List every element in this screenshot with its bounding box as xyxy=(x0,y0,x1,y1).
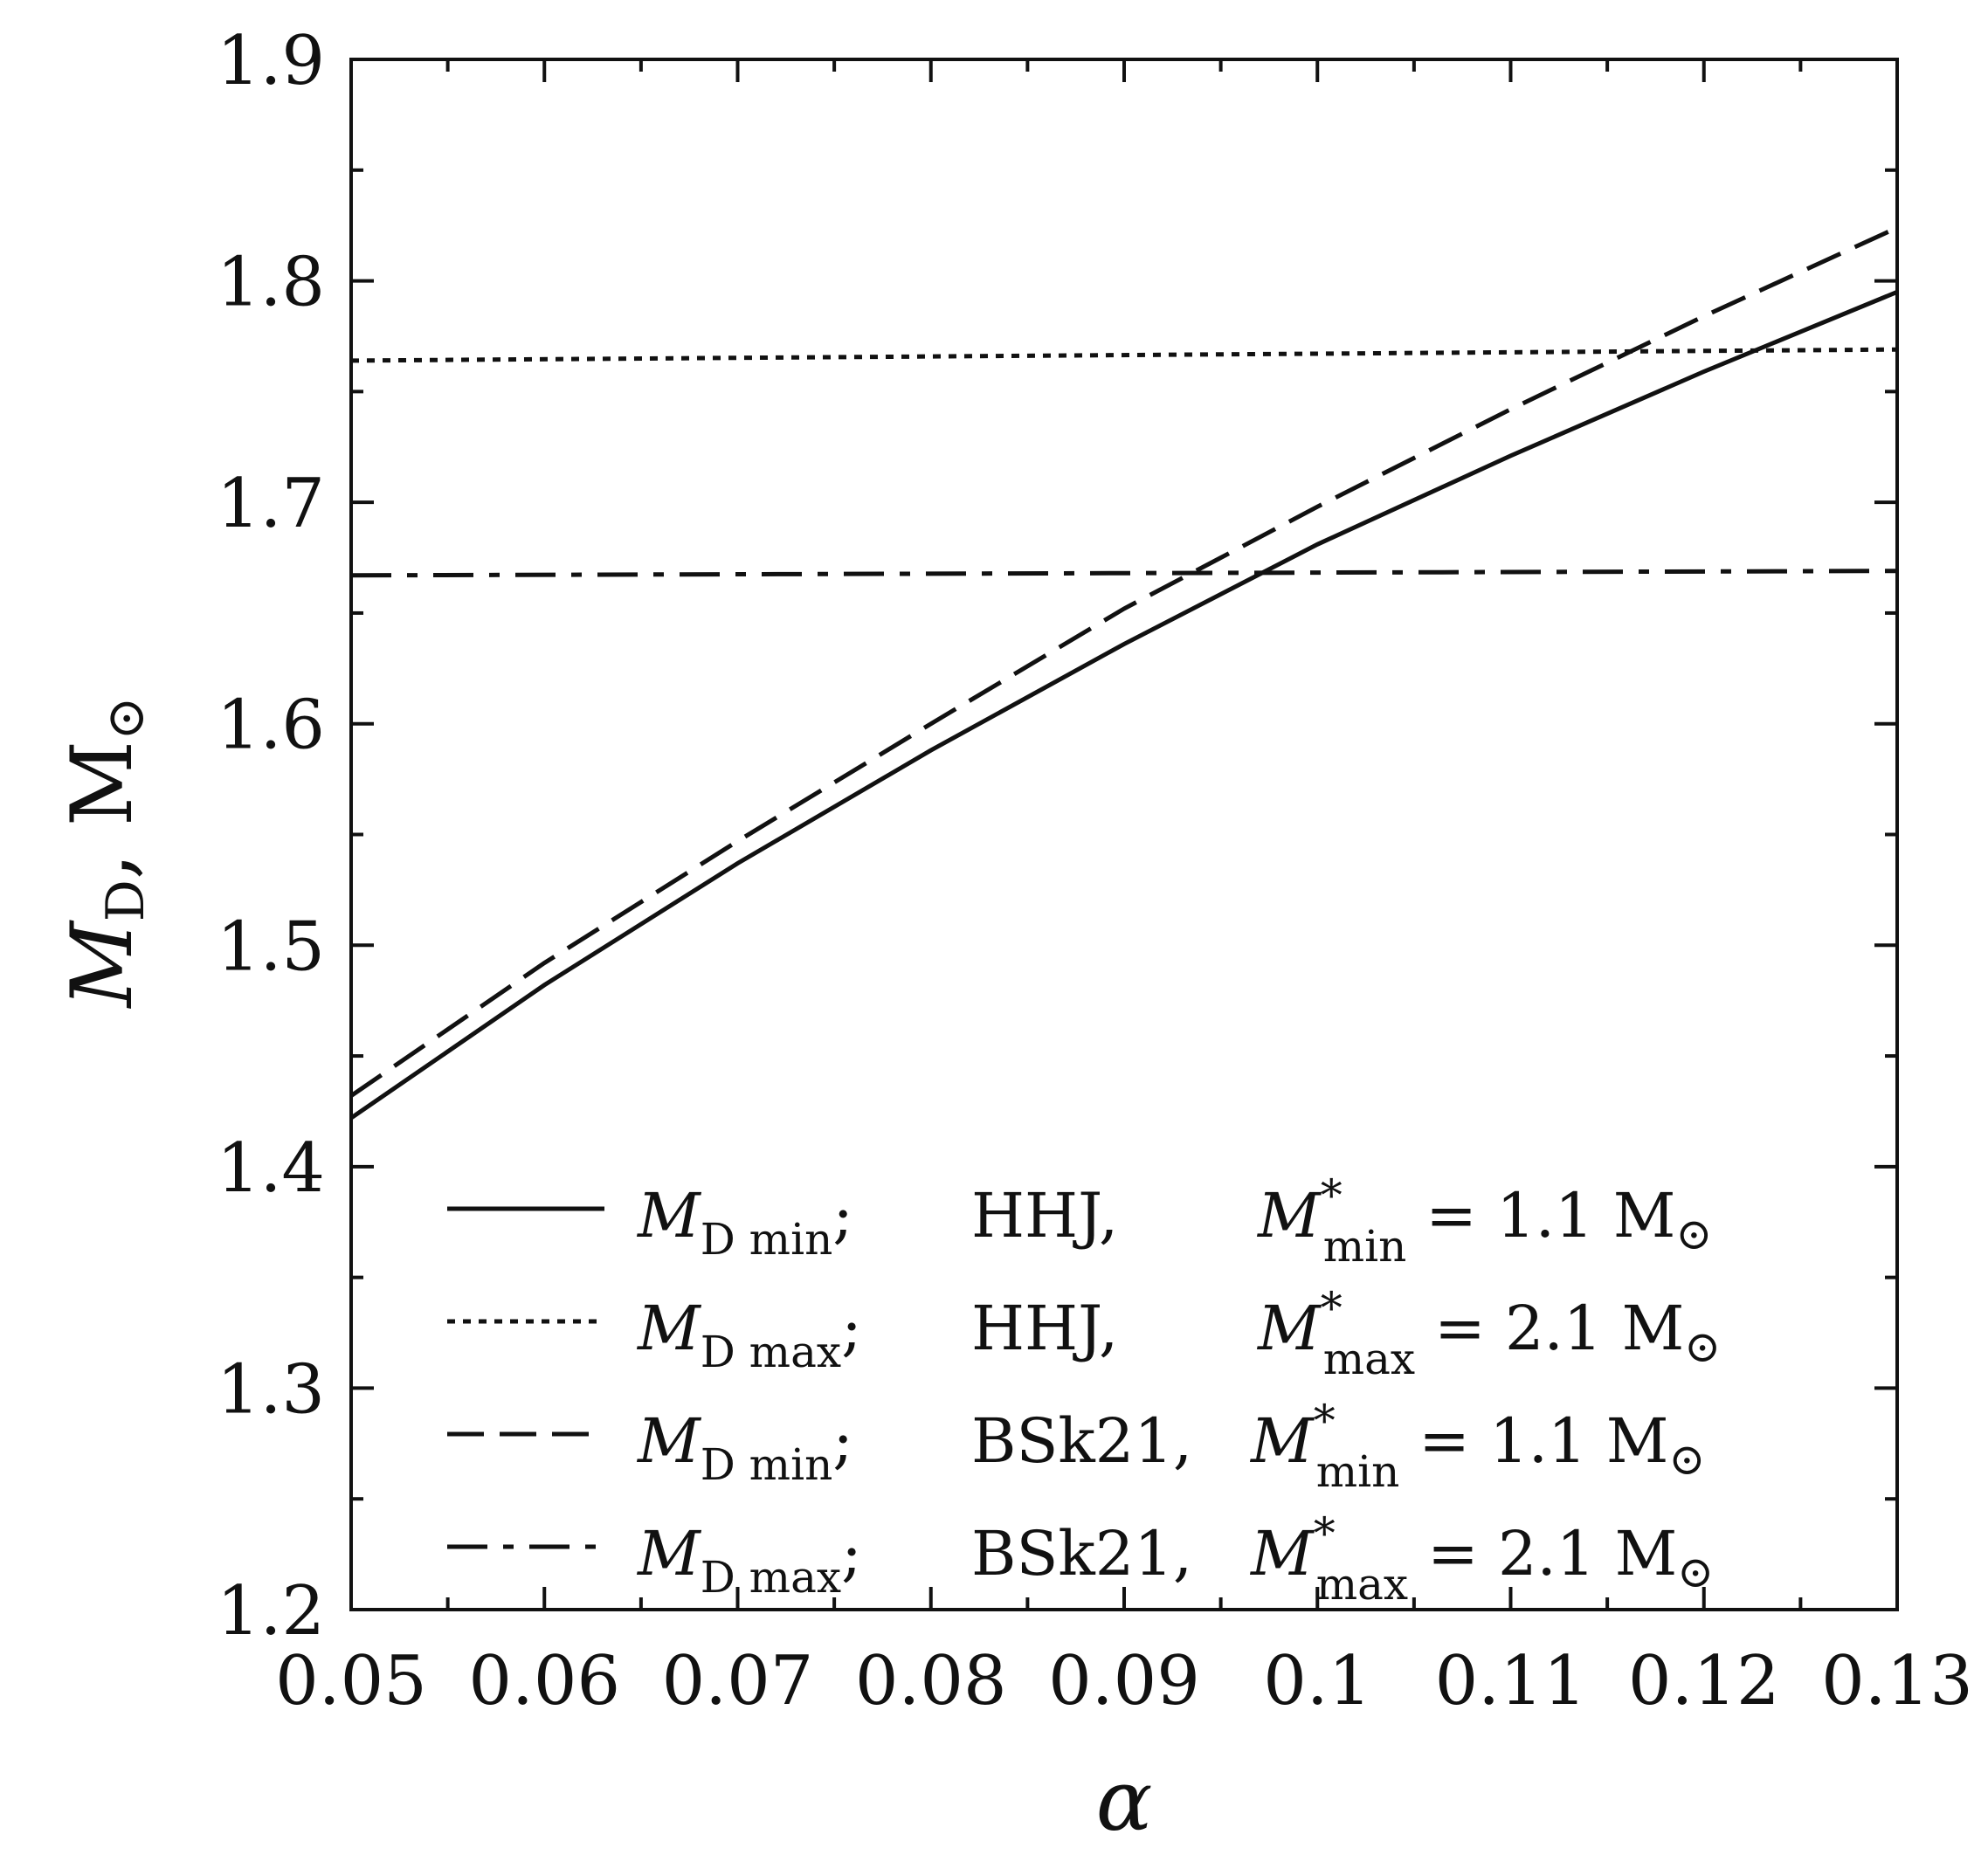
series-line-dashed xyxy=(351,225,1897,1098)
x-tick-label: 0.07 xyxy=(662,1642,814,1721)
x-tick-label: 0.06 xyxy=(468,1642,620,1721)
legend-label-md: MD min; xyxy=(636,1180,853,1265)
legend-label-md: MD min; xyxy=(636,1405,853,1490)
x-tick-labels: 0.05 0.06 0.07 0.08 0.09 0.1 0.11 0.12 0.13 xyxy=(275,1642,1973,1721)
x-tick-label: 0.08 xyxy=(855,1642,1007,1721)
legend-entry: MD min; HHJ, M* min = 1.1 M⊙ xyxy=(447,1170,1712,1272)
y-tick-labels: 1.2 1.3 1.4 1.5 1.6 1.7 1.8 1.9 xyxy=(217,22,325,1651)
legend-label-mstar: M* min = 1.1 M⊙ xyxy=(1249,1396,1705,1497)
y-tick-label: 1.8 xyxy=(217,244,325,322)
legend: MD min; HHJ, M* min = 1.1 M⊙ MD max; HHJ, M* max… xyxy=(447,1170,1721,1610)
x-tick-label: 0.13 xyxy=(1821,1642,1973,1721)
legend-label-model: HHJ, xyxy=(971,1180,1118,1252)
legend-label-model: BSk21, xyxy=(971,1518,1192,1590)
ticks-layer xyxy=(349,58,1899,1611)
y-tick-label: 1.7 xyxy=(217,465,325,543)
series-line-dotted xyxy=(351,347,1897,363)
x-tick-label: 0.11 xyxy=(1435,1642,1587,1721)
y-axis-title-rest: , M xyxy=(53,741,151,879)
series-line-solid xyxy=(351,289,1897,1121)
legend-entry: MD max; HHJ, M* max = 2.1 M⊙ xyxy=(447,1283,1721,1384)
y-tick-label: 1.6 xyxy=(217,686,325,765)
series-line-dashdot xyxy=(351,569,1897,578)
x-tick-label: 0.12 xyxy=(1628,1642,1780,1721)
y-tick-label: 1.9 xyxy=(217,22,325,100)
legend-label-model: BSk21, xyxy=(971,1405,1192,1477)
y-tick-label: 1.4 xyxy=(217,1129,325,1208)
y-axis-title: MD, M⊙ xyxy=(53,696,156,1009)
legend-label-mstar: M* max = 2.1 M⊙ xyxy=(1249,1508,1714,1610)
y-tick-label: 1.2 xyxy=(217,1572,325,1651)
x-tick-label: 0.1 xyxy=(1263,1642,1371,1721)
legend-entry: MD max; BSk21, M* max = 2.1 M⊙ xyxy=(447,1508,1714,1610)
y-axis-title-sun: ⊙ xyxy=(95,696,156,740)
plot-frame xyxy=(349,58,1899,1611)
legend-label-mstar: M* max = 2.1 M⊙ xyxy=(1256,1283,1721,1384)
series-layer xyxy=(351,225,1897,1121)
svg-text:MD, M⊙: MD, M⊙ xyxy=(53,696,156,1009)
legend-label-md: MD max; xyxy=(636,1293,862,1377)
y-tick-label: 1.3 xyxy=(217,1350,325,1429)
x-tick-label: 0.05 xyxy=(275,1642,427,1721)
legend-label-md: MD max; xyxy=(636,1518,862,1603)
y-axis-title-main: M xyxy=(53,920,151,1010)
legend-label-mstar: M* min = 1.1 M⊙ xyxy=(1256,1170,1712,1272)
y-axis-title-sub: D xyxy=(95,879,156,921)
x-tick-label: 0.09 xyxy=(1048,1642,1200,1721)
y-tick-label: 1.5 xyxy=(217,907,325,986)
legend-label-model: HHJ, xyxy=(971,1293,1118,1364)
x-axis-title: α xyxy=(1096,1752,1153,1850)
legend-entry: MD min; BSk21, M* min = 1.1 M⊙ xyxy=(447,1396,1705,1497)
